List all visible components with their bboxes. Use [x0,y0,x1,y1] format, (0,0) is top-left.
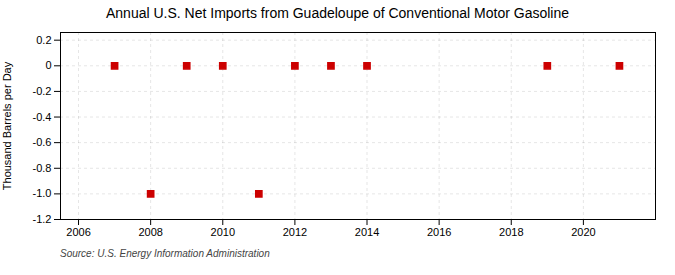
svg-text:2006: 2006 [66,226,90,238]
svg-text:2018: 2018 [499,226,523,238]
svg-text:2014: 2014 [355,226,379,238]
html-text:Source: U.S. Energy Informatio: Source: U.S. Energy Information Administ… [60,248,270,259]
svg-text:2008: 2008 [138,226,162,238]
svg-text:-0.2: -0.2 [33,85,52,97]
svg-text:2016: 2016 [427,226,451,238]
html-text:Annual U.S. Net Imports from G: Annual U.S. Net Imports from Guadeloupe … [106,5,569,21]
svg-text:0.2: 0.2 [36,34,51,46]
svg-text:-0.4: -0.4 [33,111,52,123]
svg-text:-1.2: -1.2 [33,213,52,225]
svg-text:2020: 2020 [571,226,595,238]
svg-text:0: 0 [45,59,51,71]
svg-text:2010: 2010 [211,226,235,238]
svg-text:-1.0: -1.0 [33,187,52,199]
svg-text:-0.8: -0.8 [33,162,52,174]
svg-text:-0.6: -0.6 [33,136,52,148]
svg-text:2012: 2012 [283,226,307,238]
svg-text:Thousand Barrels per Day: Thousand Barrels per Day [1,61,13,190]
